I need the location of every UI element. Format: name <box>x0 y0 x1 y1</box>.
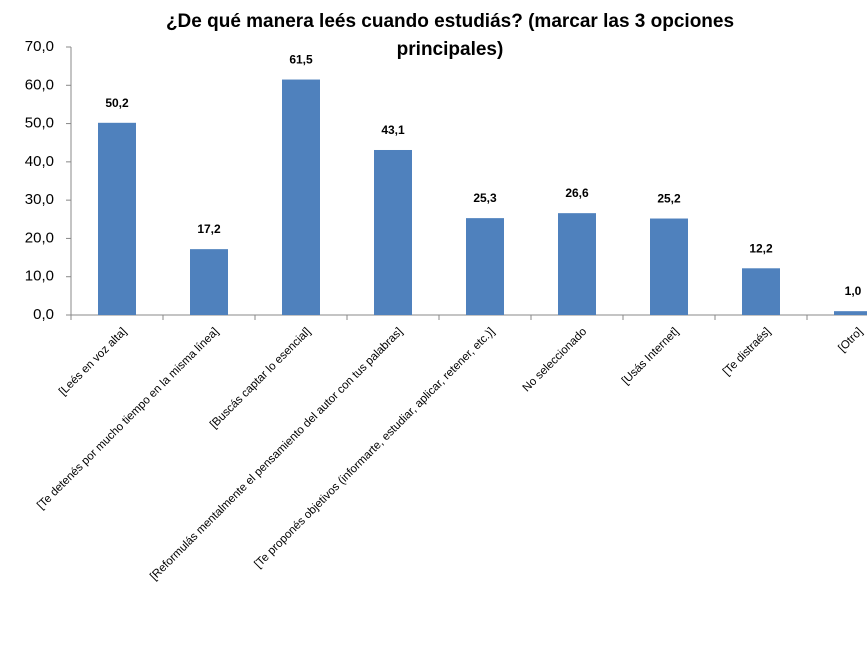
y-tick-label: 0,0 <box>33 306 54 323</box>
y-tick-label: 10,0 <box>25 268 54 285</box>
y-tick-label: 30,0 <box>25 191 54 208</box>
x-tick-label: [Buscás captar lo esencial] <box>208 326 313 431</box>
value-label: 12,2 <box>749 241 773 255</box>
x-tick-label: [Otro] <box>836 326 865 355</box>
bar <box>558 213 596 315</box>
bar <box>650 218 688 315</box>
y-tick-label: 60,0 <box>25 76 54 93</box>
bar <box>466 218 504 315</box>
x-tick-label: [Te detenés por mucho tiempo en la misma… <box>35 326 221 512</box>
value-label: 25,2 <box>657 192 681 206</box>
value-label: 17,2 <box>197 222 221 236</box>
y-tick-label: 50,0 <box>25 115 54 132</box>
value-label: 61,5 <box>289 53 313 67</box>
y-tick-label: 40,0 <box>25 153 54 170</box>
value-label: 1,0 <box>845 284 862 298</box>
bar <box>834 311 867 315</box>
value-label: 25,3 <box>473 191 497 205</box>
bar <box>98 122 136 315</box>
x-tick-label: [Leés en voz alta] <box>57 326 129 398</box>
value-label: 26,6 <box>565 186 589 200</box>
chart-title: ¿De qué manera leés cuando estudiás? (ma… <box>165 11 735 60</box>
value-label: 43,1 <box>381 123 405 137</box>
x-tick-label: [Usás Internet] <box>620 326 681 387</box>
bar <box>282 79 320 316</box>
y-tick-label: 20,0 <box>25 229 54 246</box>
bar <box>742 268 780 315</box>
x-tick-label: No seleccionado <box>521 326 590 395</box>
value-label: 50,2 <box>105 96 129 110</box>
bar <box>374 149 412 315</box>
x-tick-label: [Te distraés] <box>721 326 773 378</box>
bar <box>190 249 228 315</box>
y-tick-label: 70,0 <box>25 38 54 55</box>
